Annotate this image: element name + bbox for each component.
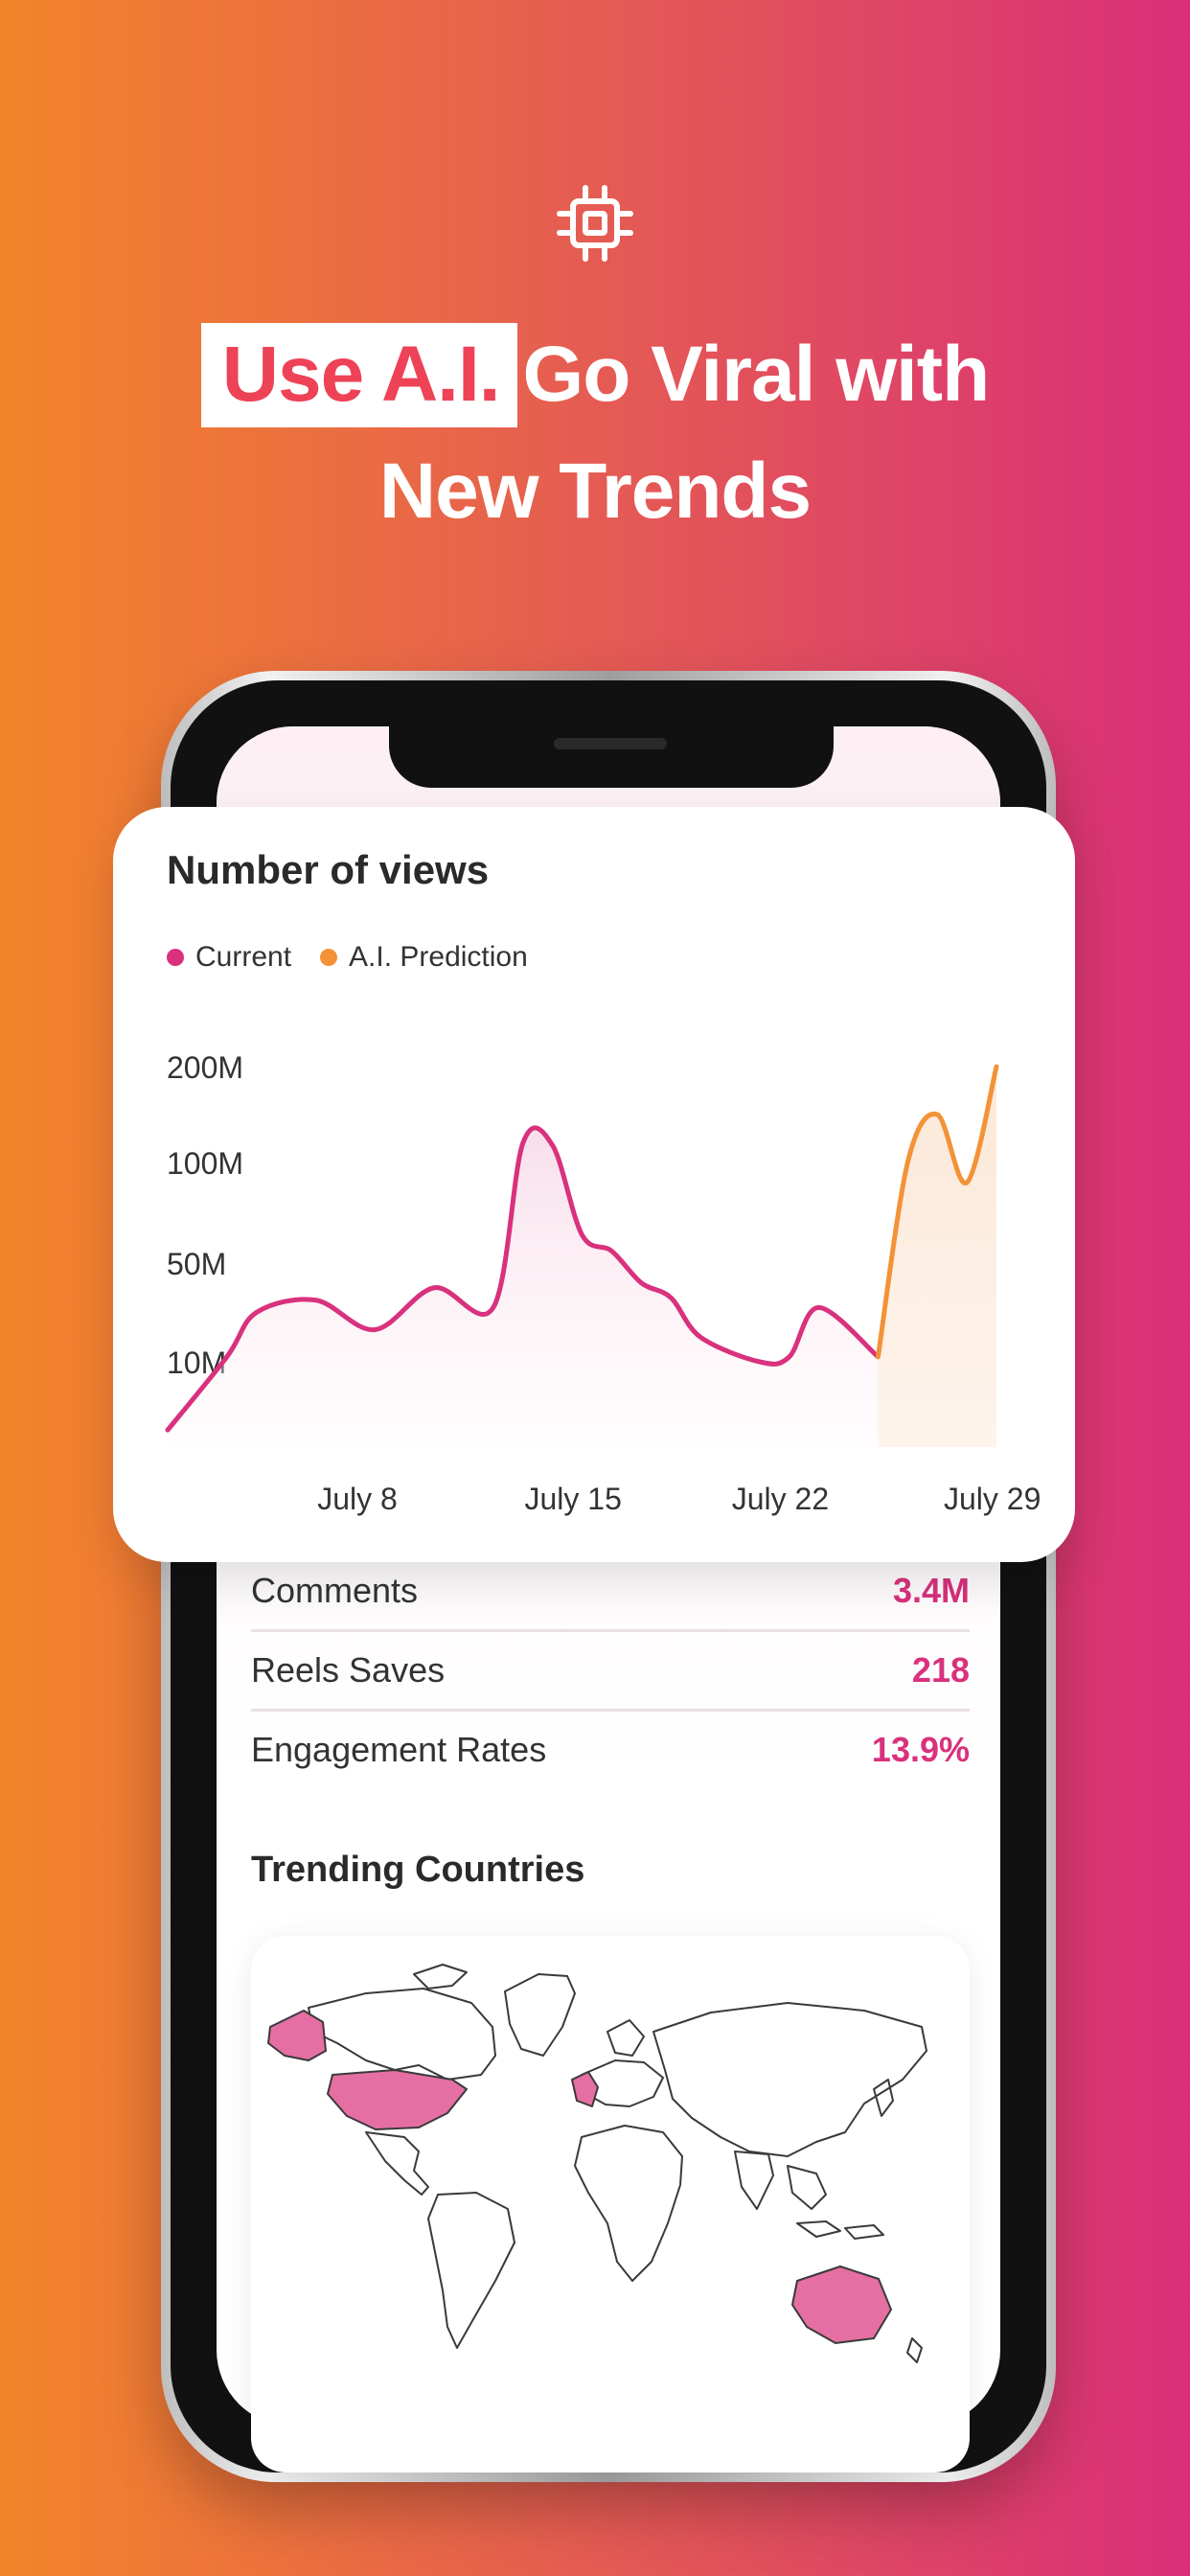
headline-highlight: Use A.I. <box>200 323 517 427</box>
legend-label: Current <box>195 941 292 973</box>
legend-label: A.I. Prediction <box>349 941 528 973</box>
chart-title: Number of views <box>167 847 490 892</box>
headline-line1: Go Viral with <box>522 331 991 418</box>
stat-row-reels-saves: Reels Saves 218 <box>251 1632 970 1712</box>
stat-value: 13.9% <box>871 1730 970 1769</box>
x-tick-label: July 29 <box>944 1482 1041 1516</box>
stat-value: 3.4M <box>892 1571 970 1610</box>
chart-legend: Current A.I. Prediction <box>167 941 557 974</box>
chip-icon <box>557 185 633 262</box>
legend-item-current: Current <box>167 941 291 974</box>
world-map-card[interactable] <box>251 1936 970 2472</box>
stat-label: Reels Saves <box>251 1650 446 1690</box>
stat-label: Engagement Rates <box>251 1730 547 1769</box>
series-line-prediction <box>875 1064 999 1360</box>
trending-countries-title: Trending Countries <box>251 1850 585 1890</box>
series-area-current <box>168 1127 879 1447</box>
stats-list: Comments 3.4M Reels Saves 218 Engagement… <box>251 1552 970 1788</box>
y-tick-label: 100M <box>167 1146 243 1181</box>
views-chart-card: Number of views Current A.I. Prediction … <box>113 807 1075 1562</box>
legend-item-prediction: A.I. Prediction <box>320 941 528 974</box>
series-area-prediction <box>878 1067 996 1447</box>
phone-speaker <box>554 738 667 749</box>
stat-label: Comments <box>251 1571 419 1610</box>
y-tick-label: 200M <box>167 1050 243 1085</box>
headline: Use A.I. Go Viral with New Trends <box>0 316 1190 550</box>
x-tick-label: July 15 <box>525 1482 622 1516</box>
stat-row-comments: Comments 3.4M <box>251 1552 970 1632</box>
stat-value: 218 <box>911 1650 970 1690</box>
x-tick-label: July 8 <box>317 1482 398 1516</box>
x-tick-label: July 22 <box>732 1482 829 1516</box>
headline-line2: New Trends <box>378 448 812 535</box>
series-line-current <box>165 1125 881 1433</box>
y-tick-label: 50M <box>167 1247 226 1281</box>
world-map <box>267 1964 927 2363</box>
stat-row-engagement-rates: Engagement Rates 13.9% <box>251 1712 970 1788</box>
